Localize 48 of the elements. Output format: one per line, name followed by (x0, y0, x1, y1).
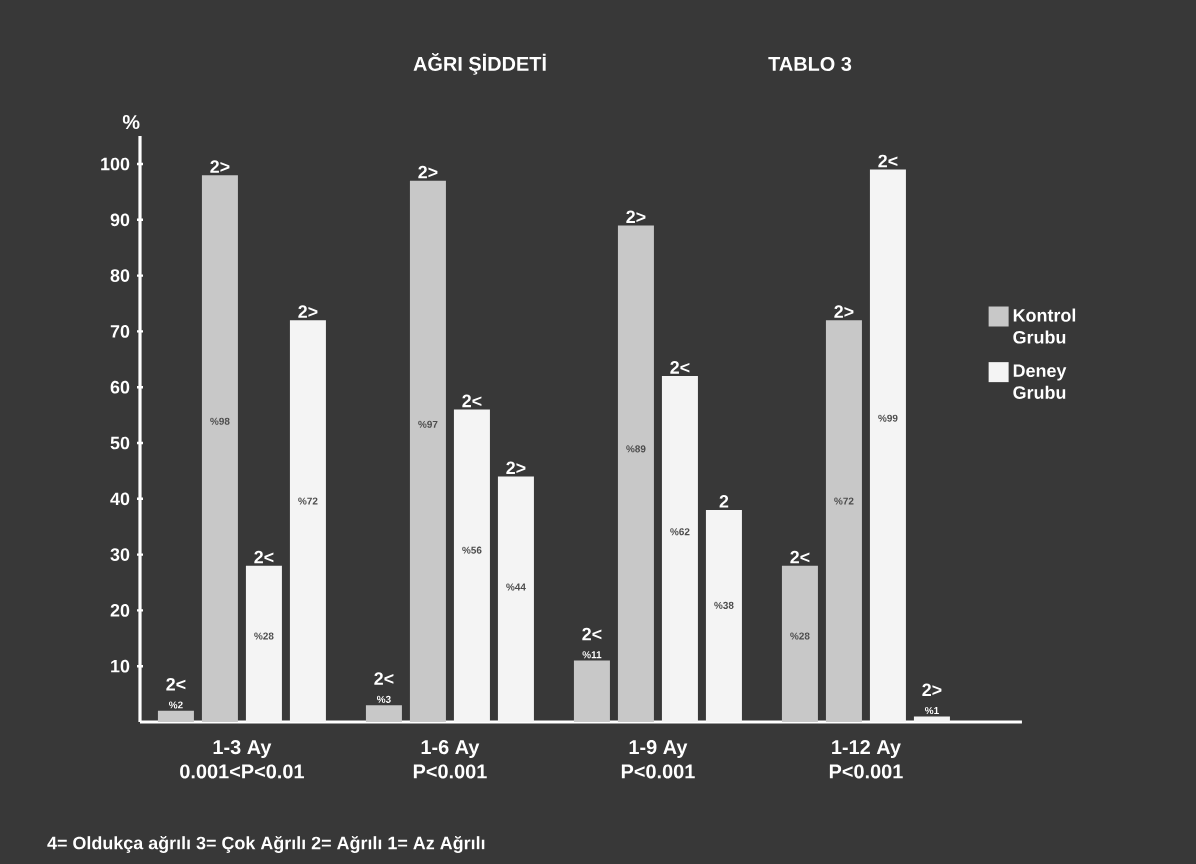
annotation: 2< (670, 361, 690, 374)
text: 4= Oldukça ağrılı 3= Çok Ağrılı 2= Ağrılı 1= Az Ağrılı (47, 835, 485, 853)
annotation: 2< (254, 550, 274, 564)
y-tick-label: 10 (111, 659, 130, 673)
bar (157, 710, 194, 722)
legend-label: Deney Grubu (1013, 364, 1067, 399)
text: P<0.001 (829, 764, 903, 779)
annotation: 2< (790, 550, 810, 564)
y-tick-label: 40 (110, 492, 130, 506)
annotation: 2< (462, 394, 482, 408)
text: 0.001<P<0.01 (180, 764, 304, 779)
x-tick-label: 1-3 Ay (213, 740, 272, 759)
y-tick-label: 90 (110, 213, 130, 227)
bar (201, 175, 238, 722)
bar (365, 705, 402, 722)
annotation: 2< (878, 154, 898, 168)
chart-title: AĞRI ŞİDDETİ (413, 53, 546, 75)
x-tick-label: 1-6 Ay (421, 740, 480, 759)
annotation: 2> (834, 305, 854, 318)
annotation: 2 (719, 495, 729, 508)
annotation: 2> (210, 160, 230, 173)
annotation: 2> (626, 210, 646, 223)
bar (781, 565, 818, 722)
legend-label: Kontrol Grubu (1013, 308, 1076, 344)
annotation: 2> (922, 683, 942, 697)
y-tick-label: 60 (110, 380, 130, 394)
y-tick-label: 20 (110, 604, 130, 617)
chart-subtitle: TABLO 3 (768, 56, 852, 72)
bar (409, 180, 446, 722)
y-tick-label: 70 (110, 325, 130, 338)
bar (825, 320, 862, 722)
annotation: 2< (374, 672, 394, 685)
bar (573, 660, 610, 722)
annotation: 2< (166, 677, 186, 691)
y-axis-title: % (122, 115, 140, 130)
y-tick-label: 50 (110, 436, 130, 450)
annotation: 2> (506, 461, 526, 475)
y-tick-label: 80 (110, 269, 130, 282)
text: P<0.001 (413, 764, 487, 779)
annotation: 2> (298, 305, 318, 318)
annotation: 2< (582, 627, 602, 641)
y-tick-label: 30 (110, 548, 130, 561)
text: P<0.001 (621, 764, 695, 779)
y-tick-label: 100 (101, 157, 130, 171)
annotation: 2> (418, 165, 438, 179)
x-tick-label: 1-12 Ay (832, 740, 901, 759)
bar (617, 225, 654, 722)
x-tick-label: 1-9 Ay (629, 740, 688, 759)
